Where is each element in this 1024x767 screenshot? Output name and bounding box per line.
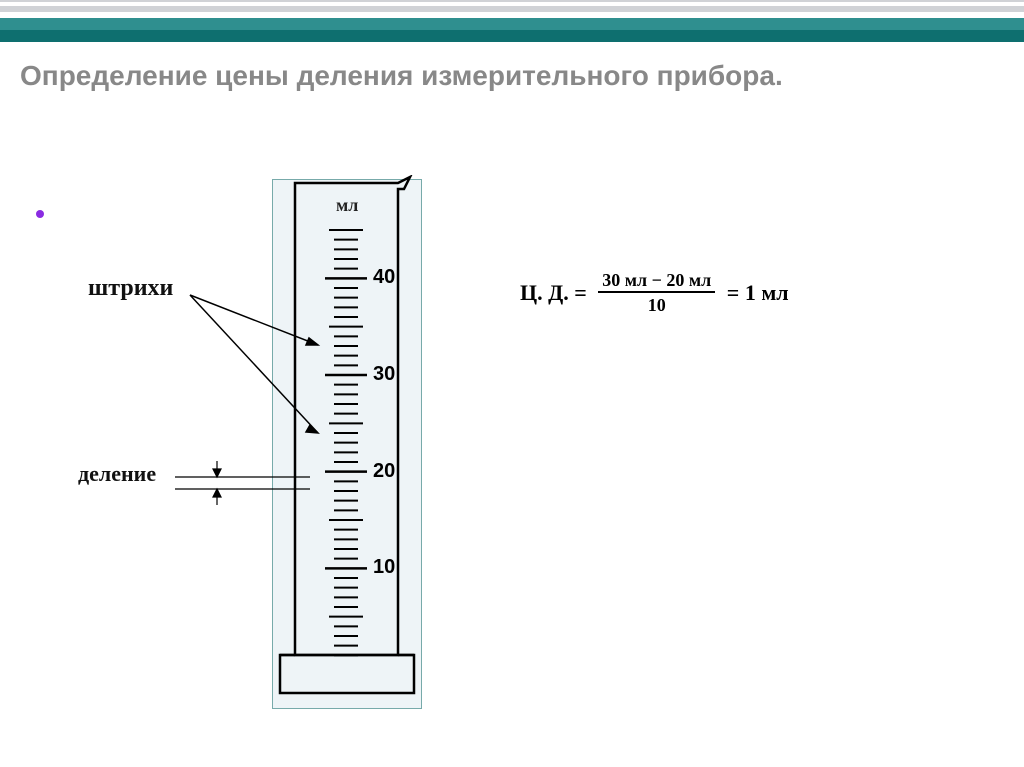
cylinder-outline: [280, 177, 414, 693]
arrows-shtrihi: [190, 295, 318, 433]
unit-label: мл: [336, 195, 358, 216]
slide-content: Определение цены деления измерительного …: [20, 60, 1004, 92]
tick-label: 20: [373, 460, 395, 483]
ticks-group: [325, 230, 367, 655]
page-title: Определение цены деления измерительного …: [20, 60, 1004, 92]
tick-label: 10: [373, 556, 395, 579]
formula-fraction: 30 мл − 20 мл 10: [598, 270, 715, 316]
annotation-shtrihi: штрихи: [88, 275, 173, 302]
formula: Ц. Д. = 30 мл − 20 мл 10 = 1 мл: [520, 270, 789, 316]
formula-lhs: Ц. Д. =: [520, 280, 587, 306]
formula-denominator: 10: [598, 293, 715, 316]
formula-result: = 1 мл: [727, 280, 789, 306]
annotation-delenie: деление: [78, 461, 156, 487]
formula-numerator: 30 мл − 20 мл: [598, 270, 715, 293]
arrows-delenie: [175, 461, 310, 505]
tick-label: 40: [373, 266, 395, 289]
header-accent-bars: [0, 0, 1024, 42]
figure-area: 10 20 30 40 мл штрихи деление Ц. Д. = 30 мл…: [0, 175, 1024, 715]
diagram-svg: [0, 175, 1024, 715]
tick-label: 30: [373, 363, 395, 386]
